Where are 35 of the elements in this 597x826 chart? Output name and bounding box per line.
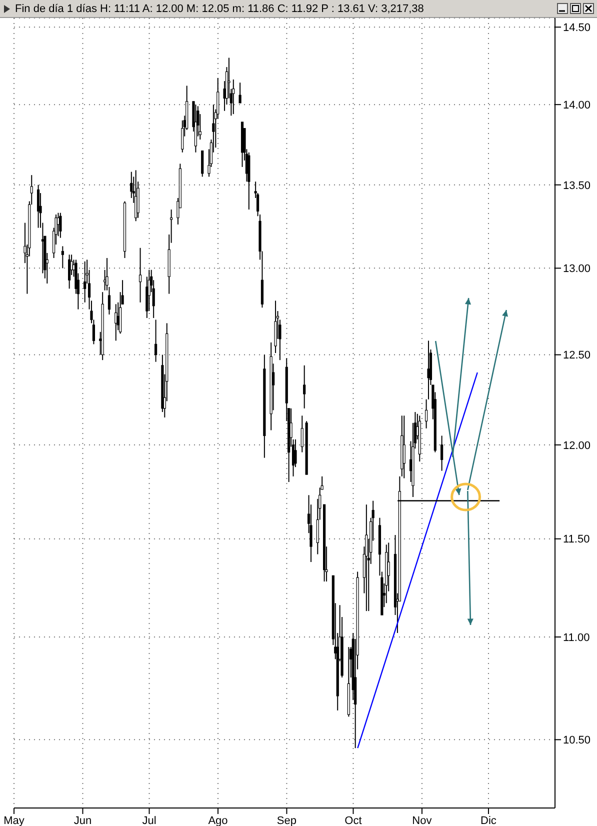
x-tick-label: Nov bbox=[412, 814, 432, 826]
candlestick bbox=[365, 504, 368, 612]
candlestick bbox=[427, 340, 430, 400]
candlestick bbox=[36, 184, 40, 228]
candlestick bbox=[402, 415, 406, 479]
candlestick bbox=[440, 435, 444, 472]
x-tick-label: Jun bbox=[74, 814, 92, 826]
candlestick bbox=[154, 319, 158, 362]
candlestick bbox=[194, 104, 198, 153]
y-tick-label: 14.00 bbox=[563, 99, 591, 112]
candlestick bbox=[303, 364, 306, 409]
x-tick-label: May bbox=[4, 814, 25, 826]
candlestick bbox=[61, 246, 64, 269]
candlestick bbox=[114, 304, 118, 342]
x-tick-label: Dic bbox=[480, 814, 497, 826]
y-tick-label: 11.00 bbox=[563, 632, 590, 644]
y-tick-label: 11.50 bbox=[563, 534, 590, 546]
x-tick-label: Ago bbox=[208, 814, 228, 826]
y-tick-label: 12.00 bbox=[563, 440, 591, 452]
y-tick-label: 12.50 bbox=[563, 350, 591, 362]
candlestick bbox=[138, 247, 142, 303]
y-tick-label: 13.00 bbox=[563, 263, 591, 276]
x-tick-label: Oct bbox=[344, 814, 362, 826]
y-tick-label: 13.50 bbox=[563, 180, 591, 192]
candlestick bbox=[424, 398, 428, 429]
candlestick bbox=[238, 82, 242, 104]
candlestick bbox=[232, 78, 235, 115]
candlestick bbox=[84, 260, 86, 303]
y-tick-label: 10.50 bbox=[563, 734, 591, 747]
x-tick-label: Jul bbox=[142, 814, 156, 826]
x-tick-label: Sep bbox=[276, 814, 297, 826]
candlestick bbox=[181, 120, 184, 153]
y-tick-label: 14.50 bbox=[563, 22, 591, 34]
chart-title: Fin de día 1 días H: 11:11 A: 12.00 M: 12.05 m: 11.86 C: 11.92 P : 13.61 V: 3,217,38 bbox=[15, 2, 425, 14]
candlestick bbox=[201, 150, 204, 178]
